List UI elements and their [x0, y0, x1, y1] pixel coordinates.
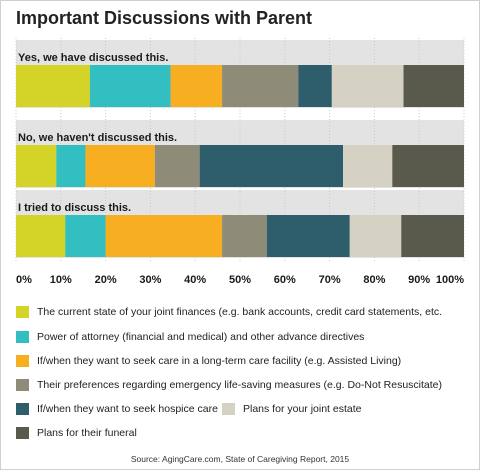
- bar-segment: [154, 145, 200, 187]
- x-tick-label: 70%: [319, 274, 341, 286]
- x-tick-label: 90%: [408, 274, 430, 286]
- bar-segment: [298, 65, 332, 107]
- legend-item: Plans for your joint estate: [222, 403, 361, 415]
- group-label: I tried to discuss this.: [18, 202, 131, 214]
- legend-swatch: [16, 427, 29, 439]
- group-label: Yes, we have discussed this.: [18, 52, 168, 64]
- bar-segment: [331, 65, 404, 107]
- x-tick-label: 60%: [274, 274, 296, 286]
- legend-label: The current state of your joint finances…: [37, 306, 443, 318]
- bar-segment: [222, 65, 299, 107]
- bar-segment: [16, 145, 57, 187]
- bar-segment: [266, 215, 350, 257]
- x-tick-label: 10%: [50, 274, 72, 286]
- x-tick-label: 50%: [229, 274, 251, 286]
- bar-segment: [392, 145, 464, 187]
- x-tick-label: 20%: [95, 274, 117, 286]
- legend-label: If/when they want to seek hospice care: [37, 403, 218, 415]
- legend-swatch: [16, 379, 29, 391]
- legend-item: If/when they want to seek care in a long…: [16, 355, 401, 367]
- legend-swatch: [222, 403, 235, 415]
- bar-segment: [403, 65, 464, 107]
- legend-swatch: [16, 403, 29, 415]
- legend-item: Their preferences regarding emergency li…: [16, 379, 442, 391]
- legend-label: If/when they want to seek care in a long…: [37, 355, 402, 367]
- bar-segment: [105, 215, 223, 257]
- legend-item: Power of attorney (financial and medical…: [16, 331, 364, 343]
- bar-segment: [16, 215, 66, 257]
- bar-segment: [343, 145, 393, 187]
- source-note: Source: AgingCare.com, State of Caregivi…: [130, 454, 350, 464]
- bar-segment: [349, 215, 402, 257]
- bar-segment: [89, 65, 171, 107]
- legend-label: Plans for your joint estate: [243, 403, 362, 415]
- legend-label: Their preferences regarding emergency li…: [37, 379, 443, 391]
- legend-swatch: [16, 331, 29, 343]
- bar-segment: [16, 65, 90, 107]
- stacked-bar-chart: Yes, we have discussed this. No, we haven…: [15, 38, 465, 286]
- x-tick-label: 40%: [184, 274, 206, 286]
- bar-segment: [401, 215, 464, 257]
- legend-label: Plans for their funeral: [37, 427, 137, 439]
- bar-segment: [170, 65, 223, 107]
- x-tick-label: 80%: [363, 274, 385, 286]
- x-tick-label: 0%: [16, 274, 32, 286]
- legend-swatch: [16, 306, 29, 318]
- x-tick-label: 30%: [139, 274, 161, 286]
- group-label: No, we haven't discussed this.: [18, 132, 177, 144]
- legend-swatch: [16, 355, 29, 367]
- x-tick-label: 100%: [436, 274, 464, 286]
- bar-segment: [65, 215, 106, 257]
- legend-item: Plans for their funeral: [16, 427, 137, 439]
- bar-segment: [56, 145, 86, 187]
- bar-segment: [199, 145, 344, 187]
- legend-label: Power of attorney (financial and medical…: [37, 331, 365, 343]
- bar-segment: [85, 145, 155, 187]
- chart-title: Important Discussions with Parent: [16, 8, 313, 28]
- legend-item: If/when they want to seek hospice care: [16, 403, 218, 415]
- legend-item: The current state of your joint finances…: [16, 306, 442, 318]
- bar-segment: [222, 215, 267, 257]
